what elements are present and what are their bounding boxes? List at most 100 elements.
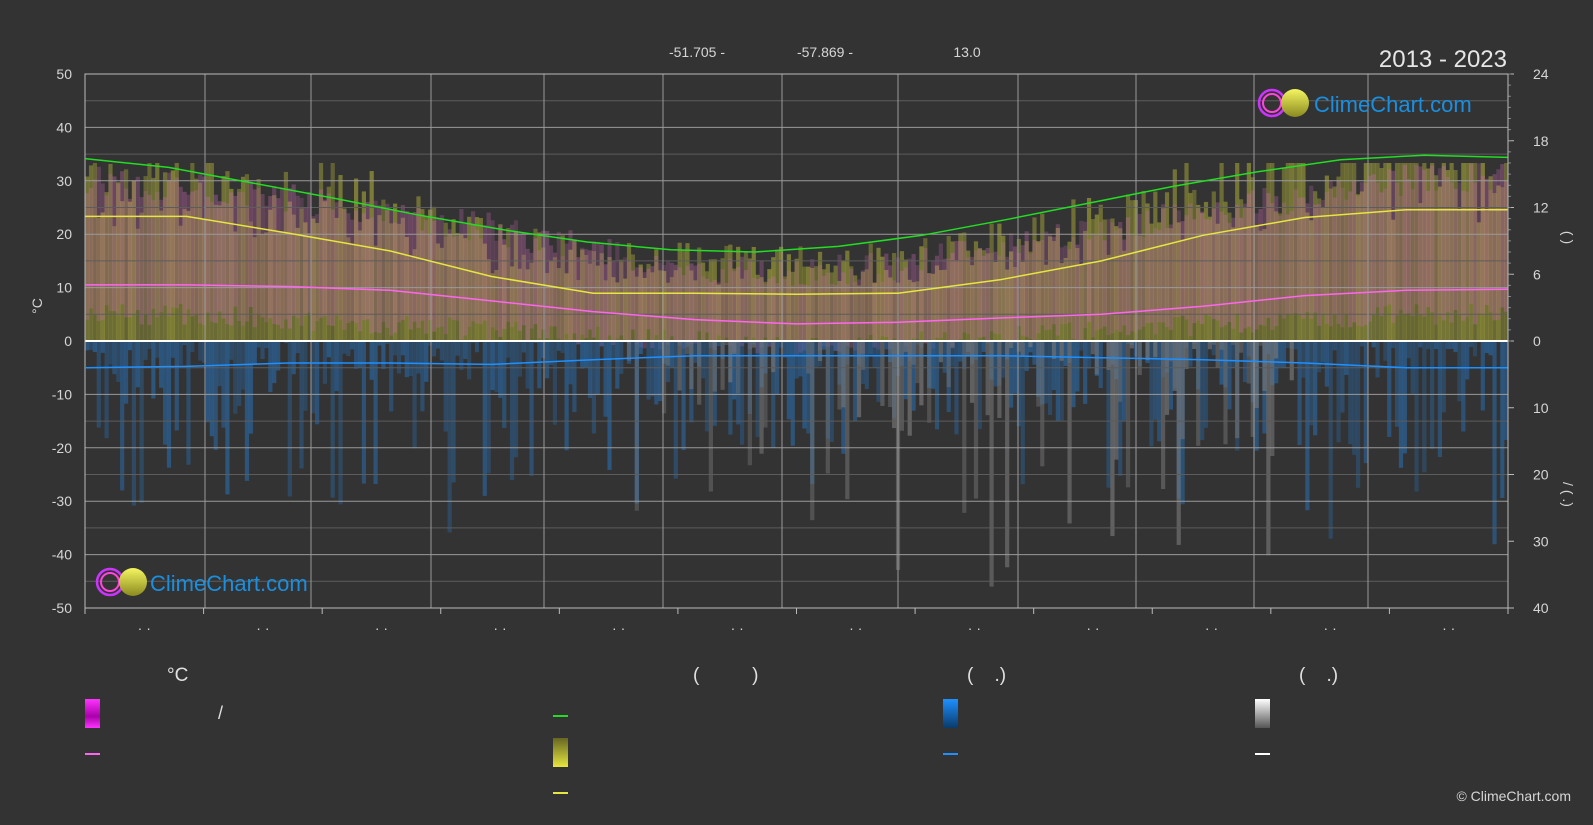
precip-bar <box>1465 341 1470 380</box>
precip-bar <box>1433 341 1439 350</box>
temp-range-bar <box>958 240 963 340</box>
sunshine-bar <box>1047 236 1053 341</box>
precip-bar <box>615 341 620 389</box>
precip-bar <box>315 341 320 425</box>
legend-snow-swatch <box>1255 699 1270 728</box>
precip-bar <box>1394 341 1400 427</box>
snow-bar <box>946 341 951 388</box>
precip-bar <box>810 341 815 485</box>
temp-range-bar <box>837 254 842 352</box>
sunshine-bar <box>1036 241 1041 341</box>
precip-bar <box>903 341 908 400</box>
temp-range-bar <box>529 252 534 329</box>
sunshine-bar <box>1161 208 1166 341</box>
sunshine-bar <box>482 243 487 341</box>
precip-bar <box>1106 341 1111 488</box>
temp-range-bar <box>1406 179 1411 314</box>
temp-range-bar <box>693 265 698 344</box>
temp-range-bar <box>1008 233 1014 344</box>
precip-bar <box>1168 341 1174 410</box>
temp-range-bar <box>1363 183 1368 326</box>
precip-bar <box>225 341 230 495</box>
temp-range-bar <box>1215 202 1220 321</box>
snow-bar <box>1110 341 1115 537</box>
sunshine-bar <box>1223 201 1228 341</box>
temp-range-bar <box>1430 165 1435 313</box>
snow-bar <box>1196 341 1201 446</box>
precip-bar <box>607 341 612 470</box>
temp-range-bar <box>260 194 265 318</box>
precip-bar <box>229 341 234 360</box>
sunshine-bar <box>1219 163 1224 341</box>
snow-bar <box>1231 341 1236 345</box>
sunshine-bar <box>529 262 534 341</box>
snow-bar <box>927 341 932 423</box>
legend-temp-range-label: / <box>218 703 224 723</box>
temp-range-bar <box>264 205 269 323</box>
temp-range-bar <box>237 192 242 322</box>
sunshine-bar <box>1196 204 1201 341</box>
temp-range-bar <box>1063 245 1068 324</box>
sunshine-bar <box>650 272 655 341</box>
temp-range-bar <box>1270 202 1275 330</box>
temp-range-bar <box>1445 177 1450 313</box>
sunshine-bar <box>178 225 183 341</box>
temp-range-bar <box>1153 227 1158 335</box>
precip-bar <box>716 341 721 347</box>
temp-range-bar <box>903 267 908 347</box>
snow-bar <box>1059 341 1064 361</box>
sunshine-bar <box>934 265 940 341</box>
temp-range-bar <box>1102 240 1107 327</box>
precip-bar <box>1449 341 1454 349</box>
sunshine-bar <box>330 163 335 341</box>
sunshine-bar <box>1235 163 1240 341</box>
snow-bar <box>1005 341 1010 568</box>
temp-range-bar <box>872 283 877 348</box>
sunshine-bar <box>1168 228 1174 341</box>
sunshine-bar <box>1418 203 1423 341</box>
temp-range-bar <box>1207 219 1213 317</box>
temp-range-bar <box>962 241 967 333</box>
sunshine-bar <box>759 277 764 341</box>
temp-range-bar <box>576 257 581 345</box>
snow-bar <box>899 341 905 431</box>
precip-bar <box>92 341 97 353</box>
temp-range-bar <box>1367 175 1372 322</box>
precip-bar <box>1079 341 1084 351</box>
sunshine-bar <box>1184 163 1189 341</box>
precip-bar <box>950 341 955 367</box>
precip-bar <box>112 341 117 375</box>
snow-bar <box>907 341 912 436</box>
snow-bar <box>1184 341 1189 369</box>
temp-range-bar <box>1500 164 1505 308</box>
temp-range-bar <box>307 192 312 313</box>
precipitation-mean-line <box>84 354 1508 369</box>
sunshine-bar <box>584 254 589 341</box>
temp-range-bar <box>1075 244 1080 342</box>
snow-bar <box>661 341 667 414</box>
sunshine-bar <box>1480 163 1485 341</box>
sunshine-bar <box>1164 192 1170 341</box>
precip-bar <box>205 341 211 423</box>
precip-bar <box>88 341 94 350</box>
temp-range-bar <box>1164 227 1170 328</box>
temp-range-bar <box>369 217 374 334</box>
temp-range-bar <box>498 225 503 337</box>
precip-bar <box>244 341 250 481</box>
precip-bar <box>1437 341 1443 458</box>
precip-bar <box>864 341 869 390</box>
temp-range-bar <box>599 244 604 347</box>
temp-range-bar <box>1457 182 1462 315</box>
right-upper-tick-label: 0 <box>1533 333 1541 349</box>
logo-inner-ring-icon <box>100 572 120 592</box>
temp-range-bar <box>244 205 250 322</box>
temp-range-bar <box>1055 224 1060 336</box>
temp-range-bar <box>1418 166 1423 315</box>
precip-bar <box>778 341 784 348</box>
temp-range-bar <box>919 270 924 332</box>
precip-bar <box>568 341 573 385</box>
temp-range-bar <box>256 187 261 314</box>
snow-bar <box>1289 341 1294 381</box>
precip-bar <box>915 341 920 345</box>
snow-bar <box>728 341 733 383</box>
